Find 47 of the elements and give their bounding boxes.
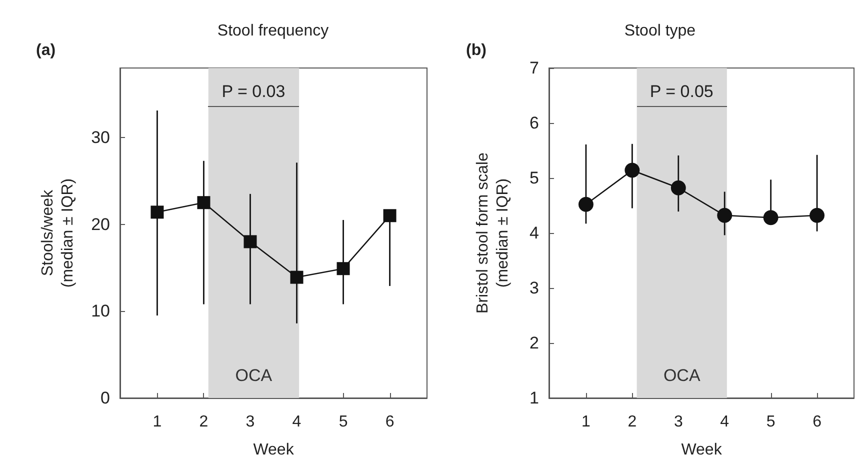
point [578, 196, 594, 212]
y-tick-label: 0 [100, 388, 110, 408]
point [670, 180, 686, 196]
point [336, 262, 350, 276]
y-tick-label: 6 [530, 114, 539, 132]
chart-title: Stool frequency [217, 22, 329, 40]
y-tick-label: 20 [91, 214, 110, 234]
x-tick-label: 4 [720, 414, 730, 430]
y-tick-label: 5 [530, 168, 539, 188]
x-tick-label: 5 [338, 414, 348, 430]
x-axis-title: Week [681, 442, 723, 458]
x-tick-label: 4 [292, 414, 302, 430]
x-tick-label: 1 [582, 414, 591, 430]
y-tick-label: 7 [530, 58, 539, 78]
point [763, 210, 778, 226]
point [197, 196, 210, 210]
band-label: OCA [235, 366, 273, 385]
x-tick-label: 2 [628, 414, 637, 430]
y-axis-title: Stools/week (median ± IQR) [40, 178, 76, 288]
y-tick-label: 3 [530, 278, 539, 298]
point [150, 206, 164, 219]
x-axis-title: Week [253, 442, 295, 458]
y-axis-title: Bristol stool form scale (median ± IQR) [474, 152, 512, 314]
point [717, 208, 732, 223]
x-tick-label: 3 [246, 414, 255, 430]
y-tick-label: 2 [530, 334, 539, 352]
x-tick-label: 5 [766, 414, 776, 430]
text: (b) [466, 42, 486, 60]
band-label: OCA [663, 366, 701, 385]
point [244, 235, 257, 248]
annotation: P = 0.05 [650, 82, 714, 102]
point [383, 209, 396, 222]
chart-title: Stool type [624, 22, 696, 40]
y-tick-label: 10 [91, 302, 110, 321]
y-tick-label: 1 [530, 388, 539, 408]
x-tick-label: 6 [812, 414, 822, 430]
x-tick-label: 3 [674, 414, 683, 430]
x-tick-label: 6 [385, 414, 394, 430]
point [290, 270, 304, 284]
annotation: P = 0.03 [222, 82, 286, 102]
text: (a) [36, 42, 56, 60]
point [624, 162, 640, 178]
y-tick-label: 4 [530, 224, 539, 242]
point [810, 208, 825, 223]
y-tick-label: 30 [91, 128, 110, 147]
x-tick-label: 2 [199, 414, 208, 430]
x-tick-label: 1 [152, 414, 162, 430]
